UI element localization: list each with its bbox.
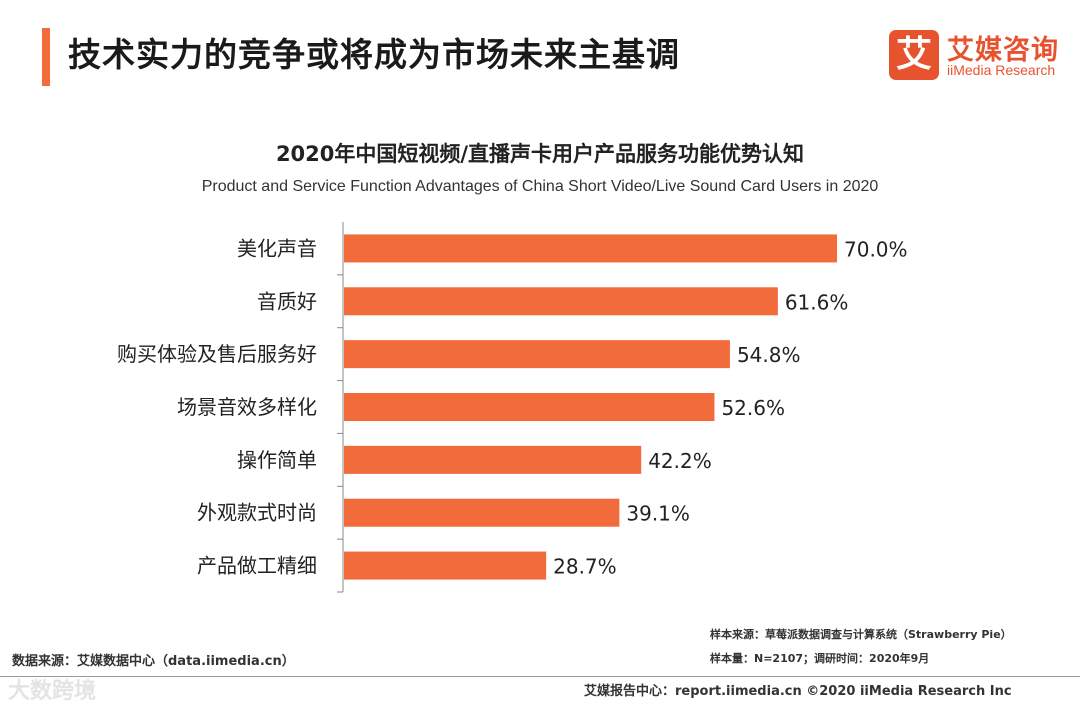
value-label: 39.1%: [626, 502, 690, 526]
sample-source-note: 样本来源：草莓派数据调查与计算系统（Strawberry Pie）: [710, 628, 1012, 641]
value-label: 28.7%: [553, 555, 617, 579]
category-label: 音质好: [257, 289, 317, 313]
category-label: 美化声音: [237, 236, 317, 260]
logo-name-en: iiMedia Research: [947, 62, 1056, 78]
chart-subtitle: Product and Service Function Advantages …: [201, 178, 879, 195]
sample-size-note: 样本量：N=2107；调研时间：2020年9月: [710, 652, 930, 665]
bar-3: [344, 340, 730, 369]
category-label: 场景音效多样化: [177, 395, 317, 419]
bar-1: [344, 234, 837, 263]
logo-name-cn: 艾媒咨询: [947, 35, 1059, 66]
value-label: 70.0%: [844, 237, 908, 261]
watermark: 大数跨境: [8, 679, 97, 704]
bar-6: [344, 498, 620, 527]
title-accent-bar: [42, 28, 50, 86]
category-label: 购买体验及售后服务好: [117, 342, 317, 366]
bar-4: [344, 393, 715, 421]
bar-5: [344, 445, 642, 474]
footer-divider: [0, 676, 1080, 677]
value-label: 61.6%: [785, 290, 849, 314]
value-label: 54.8%: [737, 343, 801, 367]
footer-text: 艾媒报告中心：report.iimedia.cn ©2020 iiMedia R…: [584, 684, 1012, 699]
bar-2: [344, 287, 778, 316]
category-label: 操作简单: [237, 448, 317, 472]
value-label: 52.6%: [721, 396, 785, 420]
value-label: 42.2%: [648, 449, 712, 473]
category-label: 外观款式时尚: [197, 501, 317, 525]
data-source: 数据来源：艾媒数据中心（data.iimedia.cn）: [12, 654, 295, 669]
iimedia-logo: 艾 艾媒咨询 iiMedia Research: [889, 28, 1064, 84]
logo-mark-icon: 艾: [889, 30, 939, 80]
chart-title: 2020年中国短视频/直播声卡用户产品服务功能优势认知: [275, 142, 805, 166]
bar-7: [344, 551, 547, 580]
page-title: 技术实力的竞争或将成为市场未来主基调: [68, 35, 680, 74]
category-label: 产品做工精细: [197, 554, 317, 578]
